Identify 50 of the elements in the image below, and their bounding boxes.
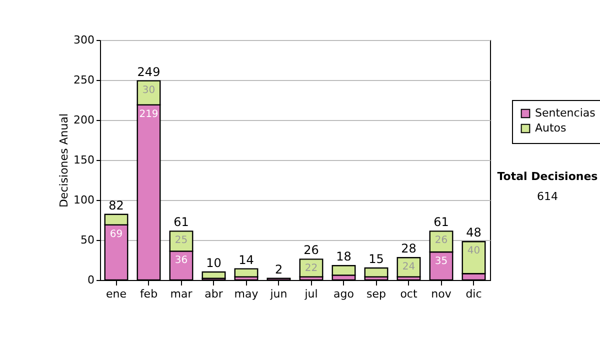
x-tick-label: jul xyxy=(304,288,318,300)
bar xyxy=(364,267,388,278)
x-tick-label: dic xyxy=(466,288,482,300)
y-axis-title: Decisiones Anual xyxy=(58,113,71,208)
x-tick-label: ene xyxy=(106,288,127,300)
bar xyxy=(299,258,324,278)
total-label: 18 xyxy=(336,250,352,264)
total-label: 82 xyxy=(108,198,124,212)
total-label: 61 xyxy=(174,215,189,230)
data-label: 24 xyxy=(402,262,416,273)
y-tick-label: 100 xyxy=(74,194,94,206)
x-tick-label: oct xyxy=(400,288,418,300)
data-label: 40 xyxy=(467,246,480,257)
total-label: 61 xyxy=(434,215,449,230)
bar xyxy=(234,268,258,278)
x-tick-label: ago xyxy=(334,288,354,300)
total-label: 10 xyxy=(206,256,222,270)
total-label: 48 xyxy=(466,226,482,240)
x-tick-label: jun xyxy=(269,288,288,300)
x-tick-label: feb xyxy=(140,288,158,300)
x-tick-label: sep xyxy=(366,288,386,300)
data-label: 36 xyxy=(174,255,188,266)
total-label: 28 xyxy=(401,242,416,256)
bar xyxy=(396,257,421,278)
y-tick-label: 300 xyxy=(74,34,94,46)
total-label: 15 xyxy=(368,252,384,266)
y-tick-label: 200 xyxy=(74,114,94,126)
legend-label: Sentencias xyxy=(535,106,596,120)
data-label: 35 xyxy=(434,256,448,267)
y-tick-label: 0 xyxy=(88,274,94,286)
data-label: 219 xyxy=(139,108,158,120)
data-label: 30 xyxy=(142,84,156,96)
data-label: 26 xyxy=(434,235,448,246)
y-tick-label: 250 xyxy=(74,74,94,86)
x-tick-label: nov xyxy=(431,288,452,300)
total-label: 14 xyxy=(238,252,254,267)
text: Total Decisiones xyxy=(496,170,599,183)
total-label: 249 xyxy=(137,64,160,79)
legend-label: Autos xyxy=(535,122,567,134)
total-label: 2 xyxy=(274,262,283,276)
y-tick-label: 150 xyxy=(74,154,94,166)
data-label: 69 xyxy=(110,228,123,240)
x-tick-label: mar xyxy=(170,288,193,300)
y-tick-label: 50 xyxy=(80,234,94,246)
data-label: 25 xyxy=(174,235,188,246)
x-tick-label: abr xyxy=(204,288,224,300)
total-label: 26 xyxy=(304,243,319,258)
data-label: 22 xyxy=(304,263,318,274)
x-tick-label: may xyxy=(234,288,259,300)
text: 614 xyxy=(536,190,559,203)
